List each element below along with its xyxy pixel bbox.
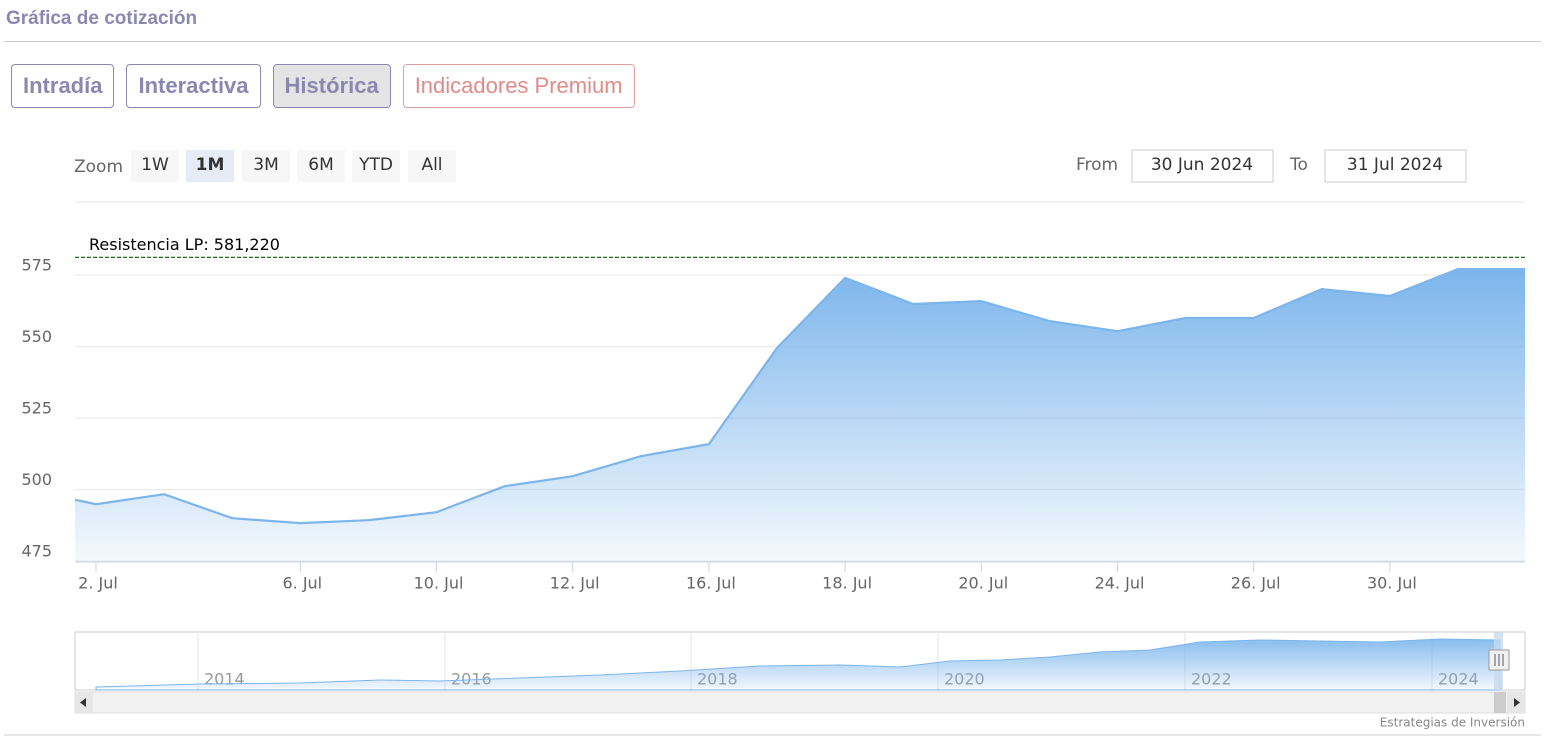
- y-tick-label: 475: [21, 542, 52, 561]
- from-date[interactable]: 30 Jun 2024: [1151, 155, 1253, 175]
- from-input[interactable]: [1131, 149, 1274, 183]
- x-tick-label: 26. Jul: [1231, 574, 1281, 593]
- x-tick-label: 2. Jul: [78, 574, 118, 593]
- plot-area: 475 500 525 550 575 2. Jul 6. Jul 10. Jul 12. Ju…: [21, 235, 1525, 593]
- credits: Estrategias de Inversión: [1380, 716, 1525, 730]
- x-tick-label: 16. Jul: [686, 574, 736, 593]
- zoom-button[interactable]: [131, 150, 179, 182]
- y-tick-label: 550: [21, 327, 52, 346]
- zoom-button[interactable]: [186, 150, 234, 182]
- scroll-left-arrow: [80, 698, 86, 707]
- y-tick-label: 500: [21, 470, 52, 489]
- scroll-right-arrow: [1514, 698, 1520, 707]
- scrollbar[interactable]: [74, 691, 1526, 714]
- zoom-button-label[interactable]: All: [421, 155, 442, 175]
- x-tick-label: 18. Jul: [822, 574, 872, 593]
- zoom-button[interactable]: [352, 150, 400, 182]
- divider: [4, 41, 1541, 42]
- from-label: From: [1076, 155, 1118, 175]
- zoom-button-label[interactable]: 1M: [196, 155, 225, 175]
- y-tick-label: 525: [21, 399, 52, 418]
- x-tick-label: 30. Jul: [1367, 574, 1417, 593]
- area-fill: [75, 269, 1525, 562]
- zoom-button-label[interactable]: 3M: [253, 155, 278, 175]
- x-tick-label: 10. Jul: [414, 574, 464, 593]
- price-line: [75, 268, 1525, 525]
- y-tick-label: 575: [21, 256, 52, 275]
- navigator-series: [95, 638, 1501, 691]
- zoom-button[interactable]: [408, 150, 456, 182]
- tab[interactable]: Histórica: [272, 64, 391, 108]
- zoom-button[interactable]: [242, 150, 290, 182]
- to-date[interactable]: 31 Jul 2024: [1347, 155, 1443, 175]
- section-title: Gráfica de cotización: [6, 8, 198, 29]
- x-tick-label: 24. Jul: [1095, 574, 1145, 593]
- tab[interactable]: Intradía: [11, 64, 115, 108]
- zoom-button-label[interactable]: YTD: [358, 155, 393, 175]
- tab[interactable]: Interactiva: [126, 64, 261, 108]
- zoom-button-label[interactable]: 6M: [308, 155, 333, 175]
- to-label: To: [1289, 155, 1308, 175]
- to-input[interactable]: [1324, 149, 1467, 183]
- zoom-label: Zoom: [74, 157, 123, 177]
- zoom-button-label[interactable]: 1W: [141, 155, 169, 175]
- tab[interactable]: Indicadores Premium: [402, 64, 635, 108]
- x-tick-label: 12. Jul: [550, 574, 600, 593]
- x-tick-label: 20. Jul: [958, 574, 1008, 593]
- x-tick-label: 6. Jul: [282, 574, 322, 593]
- resistance-label: Resistencia LP: 581,220: [89, 235, 280, 254]
- tab-bar: Intradía Interactiva Histórica Indicador…: [11, 64, 635, 108]
- series-group: [75, 268, 1525, 562]
- zoom-buttons: 1W 1M 3M 6M YTD All: [131, 150, 456, 182]
- scroll-thumb[interactable]: [1494, 692, 1506, 713]
- zoom-button[interactable]: [297, 150, 345, 182]
